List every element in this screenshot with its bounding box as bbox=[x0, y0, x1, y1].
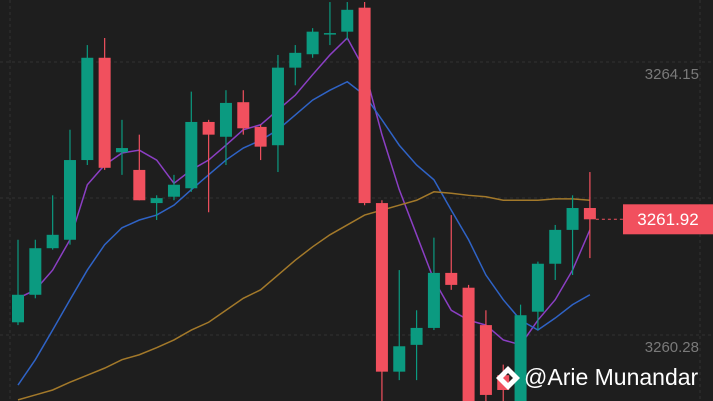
candles bbox=[12, 2, 596, 401]
moving-averages bbox=[17, 36, 591, 401]
grid: 3264.15 3260.28 bbox=[0, 61, 713, 356]
candle-body bbox=[12, 294, 24, 323]
candle-body bbox=[29, 248, 42, 295]
candle-body bbox=[445, 272, 458, 285]
candle-body bbox=[462, 287, 475, 401]
watermark-icon bbox=[496, 366, 520, 390]
moving-average-line bbox=[17, 80, 591, 386]
candle-body bbox=[115, 148, 128, 153]
candle-body bbox=[375, 203, 388, 372]
candle-body bbox=[63, 160, 76, 240]
candle-body bbox=[427, 272, 440, 328]
candle-body bbox=[531, 263, 544, 312]
candle-body bbox=[167, 184, 180, 197]
y-tick-label: 3260.28 bbox=[645, 339, 699, 356]
candle-body bbox=[46, 234, 59, 249]
candle-body bbox=[271, 67, 284, 146]
candle-body bbox=[358, 7, 371, 204]
candle-body bbox=[341, 9, 354, 32]
candle-body bbox=[583, 208, 596, 220]
icon-diamond bbox=[496, 366, 520, 390]
candle-body bbox=[185, 121, 198, 189]
moving-average-line bbox=[17, 36, 591, 346]
candle-body bbox=[81, 57, 94, 161]
candle-body bbox=[150, 198, 163, 204]
candle-body bbox=[323, 33, 336, 35]
last-price-label: 3261.92 bbox=[637, 210, 698, 229]
y-tick-label: 3264.15 bbox=[645, 66, 699, 83]
candle-body bbox=[566, 208, 579, 230]
candle-body bbox=[410, 327, 423, 345]
watermark: @Arie Munandar bbox=[496, 364, 699, 390]
candle-body bbox=[254, 126, 267, 147]
candle-body bbox=[479, 325, 492, 395]
moving-average-line bbox=[17, 191, 590, 401]
candle-body bbox=[202, 121, 215, 135]
candle-body bbox=[306, 31, 319, 55]
candle-body bbox=[549, 229, 562, 264]
overlay: 3261.92 bbox=[595, 204, 713, 235]
candle-body bbox=[133, 169, 146, 201]
candle-body bbox=[289, 52, 302, 68]
candle-body bbox=[237, 102, 250, 129]
watermark-text: @Arie Munandar bbox=[524, 364, 699, 390]
last-price-box bbox=[623, 204, 713, 235]
candle-body bbox=[219, 102, 232, 137]
candle-body bbox=[393, 346, 406, 372]
candle-body bbox=[98, 57, 111, 168]
